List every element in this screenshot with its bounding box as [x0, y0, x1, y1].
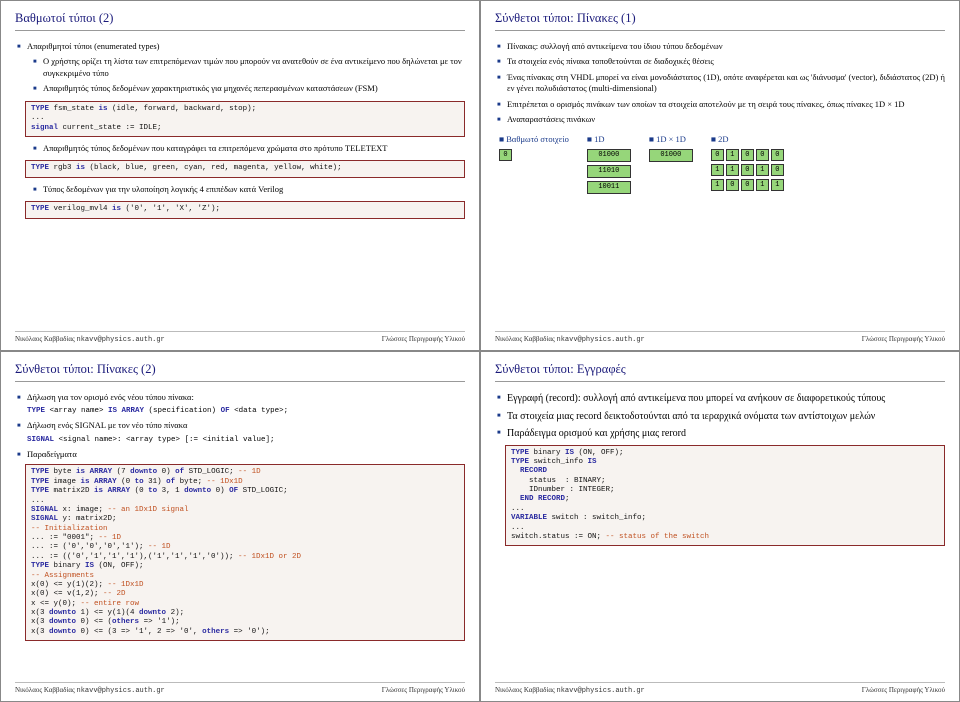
- code-block: TYPE verilog_mvl4 is ('0', '1', 'X', 'Z'…: [25, 201, 465, 218]
- array-diagram: ■ Βαθμωτό στοιχείο 0 ■ 1D 01000 11010 10…: [499, 134, 945, 197]
- bullet: Ένας πίνακας στη VHDL μπορεί να είναι μο…: [497, 72, 945, 95]
- footer: Νικόλαος Καββαδίας nkavv@physics.auth.gr…: [495, 331, 945, 344]
- footer-author: Νικόλαος Καββαδίας nkavv@physics.auth.gr: [15, 335, 165, 344]
- footer-course: Γλώσσες Περιγραφής Υλικού: [382, 335, 465, 344]
- slide-title: Σύνθετοι τύποι: Πίνακες (2): [15, 362, 465, 382]
- col-head: ■ 1D: [587, 134, 605, 144]
- bullet: Ο χρήστης ορίζει τη λίστα των επιτρεπόμε…: [33, 56, 465, 79]
- content: Απαριθμητοί τύποι (enumerated types) Ο χ…: [15, 41, 465, 325]
- col-head: ■ 1D × 1D: [649, 134, 686, 144]
- footer: Νικόλαος Καββαδίας nkavv@physics.auth.gr…: [15, 331, 465, 344]
- code-block: TYPE byte is ARRAY (7 downto 0) of STD_L…: [25, 464, 465, 641]
- bullet: Παραδείγματα: [17, 449, 465, 460]
- content: Εγγραφή (record): συλλογή από αντικείμεν…: [495, 392, 945, 676]
- code-block: TYPE binary IS (ON, OFF); TYPE switch_in…: [505, 445, 945, 547]
- content: Δήλωση για τον ορισμό ενός νέου τύπου πί…: [15, 392, 465, 676]
- footer-author: Νικόλαος Καββαδίας nkavv@physics.auth.gr: [495, 335, 645, 344]
- 1dx1d-col: ■ 1D × 1D 01000: [649, 134, 693, 165]
- bullet: Απαριθμητός τύπος δεδομένων που καταγράφ…: [33, 143, 465, 154]
- footer-course: Γλώσσες Περιγραφής Υλικού: [862, 335, 945, 344]
- bullet: Παράδειγμα ορισμού και χρήσης μιας reror…: [497, 427, 945, 441]
- bullet: Εγγραφή (record): συλλογή από αντικείμεν…: [497, 392, 945, 406]
- footer-course: Γλώσσες Περιγραφής Υλικού: [382, 686, 465, 695]
- bullet: Απαριθμητοί τύποι (enumerated types): [17, 41, 465, 52]
- bullet: Τα στοιχεία ενός πίνακα τοποθετούνται σε…: [497, 56, 945, 67]
- bullet: Τα στοιχεία μιας record δεικτοδοτούνται …: [497, 410, 945, 424]
- footer-author: Νικόλαος Καββαδίας nkavv@physics.auth.gr: [495, 686, 645, 695]
- vector: 11010: [587, 165, 631, 178]
- bullet: Πίνακας: συλλογή από αντικείμενα του ίδι…: [497, 41, 945, 52]
- footer: Νικόλαος Καββαδίας nkavv@physics.auth.gr…: [15, 682, 465, 695]
- bullet: Αναπαραστάσεις πινάκων: [497, 114, 945, 125]
- slide-2: Σύνθετοι τύποι: Πίνακες (1) Πίνακας: συλ…: [480, 0, 960, 351]
- slide-4: Σύνθετοι τύποι: Εγγραφές Εγγραφή (record…: [480, 351, 960, 702]
- 1d-col: ■ 1D 01000 11010 10011: [587, 134, 631, 197]
- col-head: ■ Βαθμωτό στοιχείο: [499, 134, 569, 144]
- slide-title: Σύνθετοι τύποι: Πίνακες (1): [495, 11, 945, 31]
- vector: 01000: [649, 149, 693, 162]
- bullet: Δήλωση ενός SIGNAL με τον νέο τύπο πίνακ…: [17, 420, 465, 431]
- scalar-col: ■ Βαθμωτό στοιχείο 0: [499, 134, 569, 164]
- slide-title: Βαθμωτοί τύποι (2): [15, 11, 465, 31]
- bullet: Δήλωση για τον ορισμό ενός νέου τύπου πί…: [17, 392, 465, 403]
- footer-course: Γλώσσες Περιγραφής Υλικού: [862, 686, 945, 695]
- code-block: TYPE fsm_state is (idle, forward, backwa…: [25, 101, 465, 137]
- bullet: Απαριθμητός τύπος δεδομένων χαρακτηριστι…: [33, 83, 465, 94]
- 2d-col: ■ 2D 01000 11010 10011: [711, 134, 784, 194]
- bullet: Τύπος δεδομένων για την υλοποίηση λογική…: [33, 184, 465, 195]
- col-head: ■ 2D: [711, 134, 729, 144]
- content: Πίνακας: συλλογή από αντικείμενα του ίδι…: [495, 41, 945, 325]
- slide-3: Σύνθετοι τύποι: Πίνακες (2) Δήλωση για τ…: [0, 351, 480, 702]
- slide-title: Σύνθετοι τύποι: Εγγραφές: [495, 362, 945, 382]
- bullet: Επιτρέπεται ο ορισμός πινάκων των οποίων…: [497, 99, 945, 110]
- vector: 01000: [587, 149, 631, 162]
- cell: 0: [499, 149, 512, 161]
- footer: Νικόλαος Καββαδίας nkavv@physics.auth.gr…: [495, 682, 945, 695]
- vector: 10011: [587, 181, 631, 194]
- slide-1: Βαθμωτοί τύποι (2) Απαριθμητοί τύποι (en…: [0, 0, 480, 351]
- footer-author: Νικόλαος Καββαδίας nkavv@physics.auth.gr: [15, 686, 165, 695]
- code-block: TYPE rgb3 is (black, blue, green, cyan, …: [25, 160, 465, 177]
